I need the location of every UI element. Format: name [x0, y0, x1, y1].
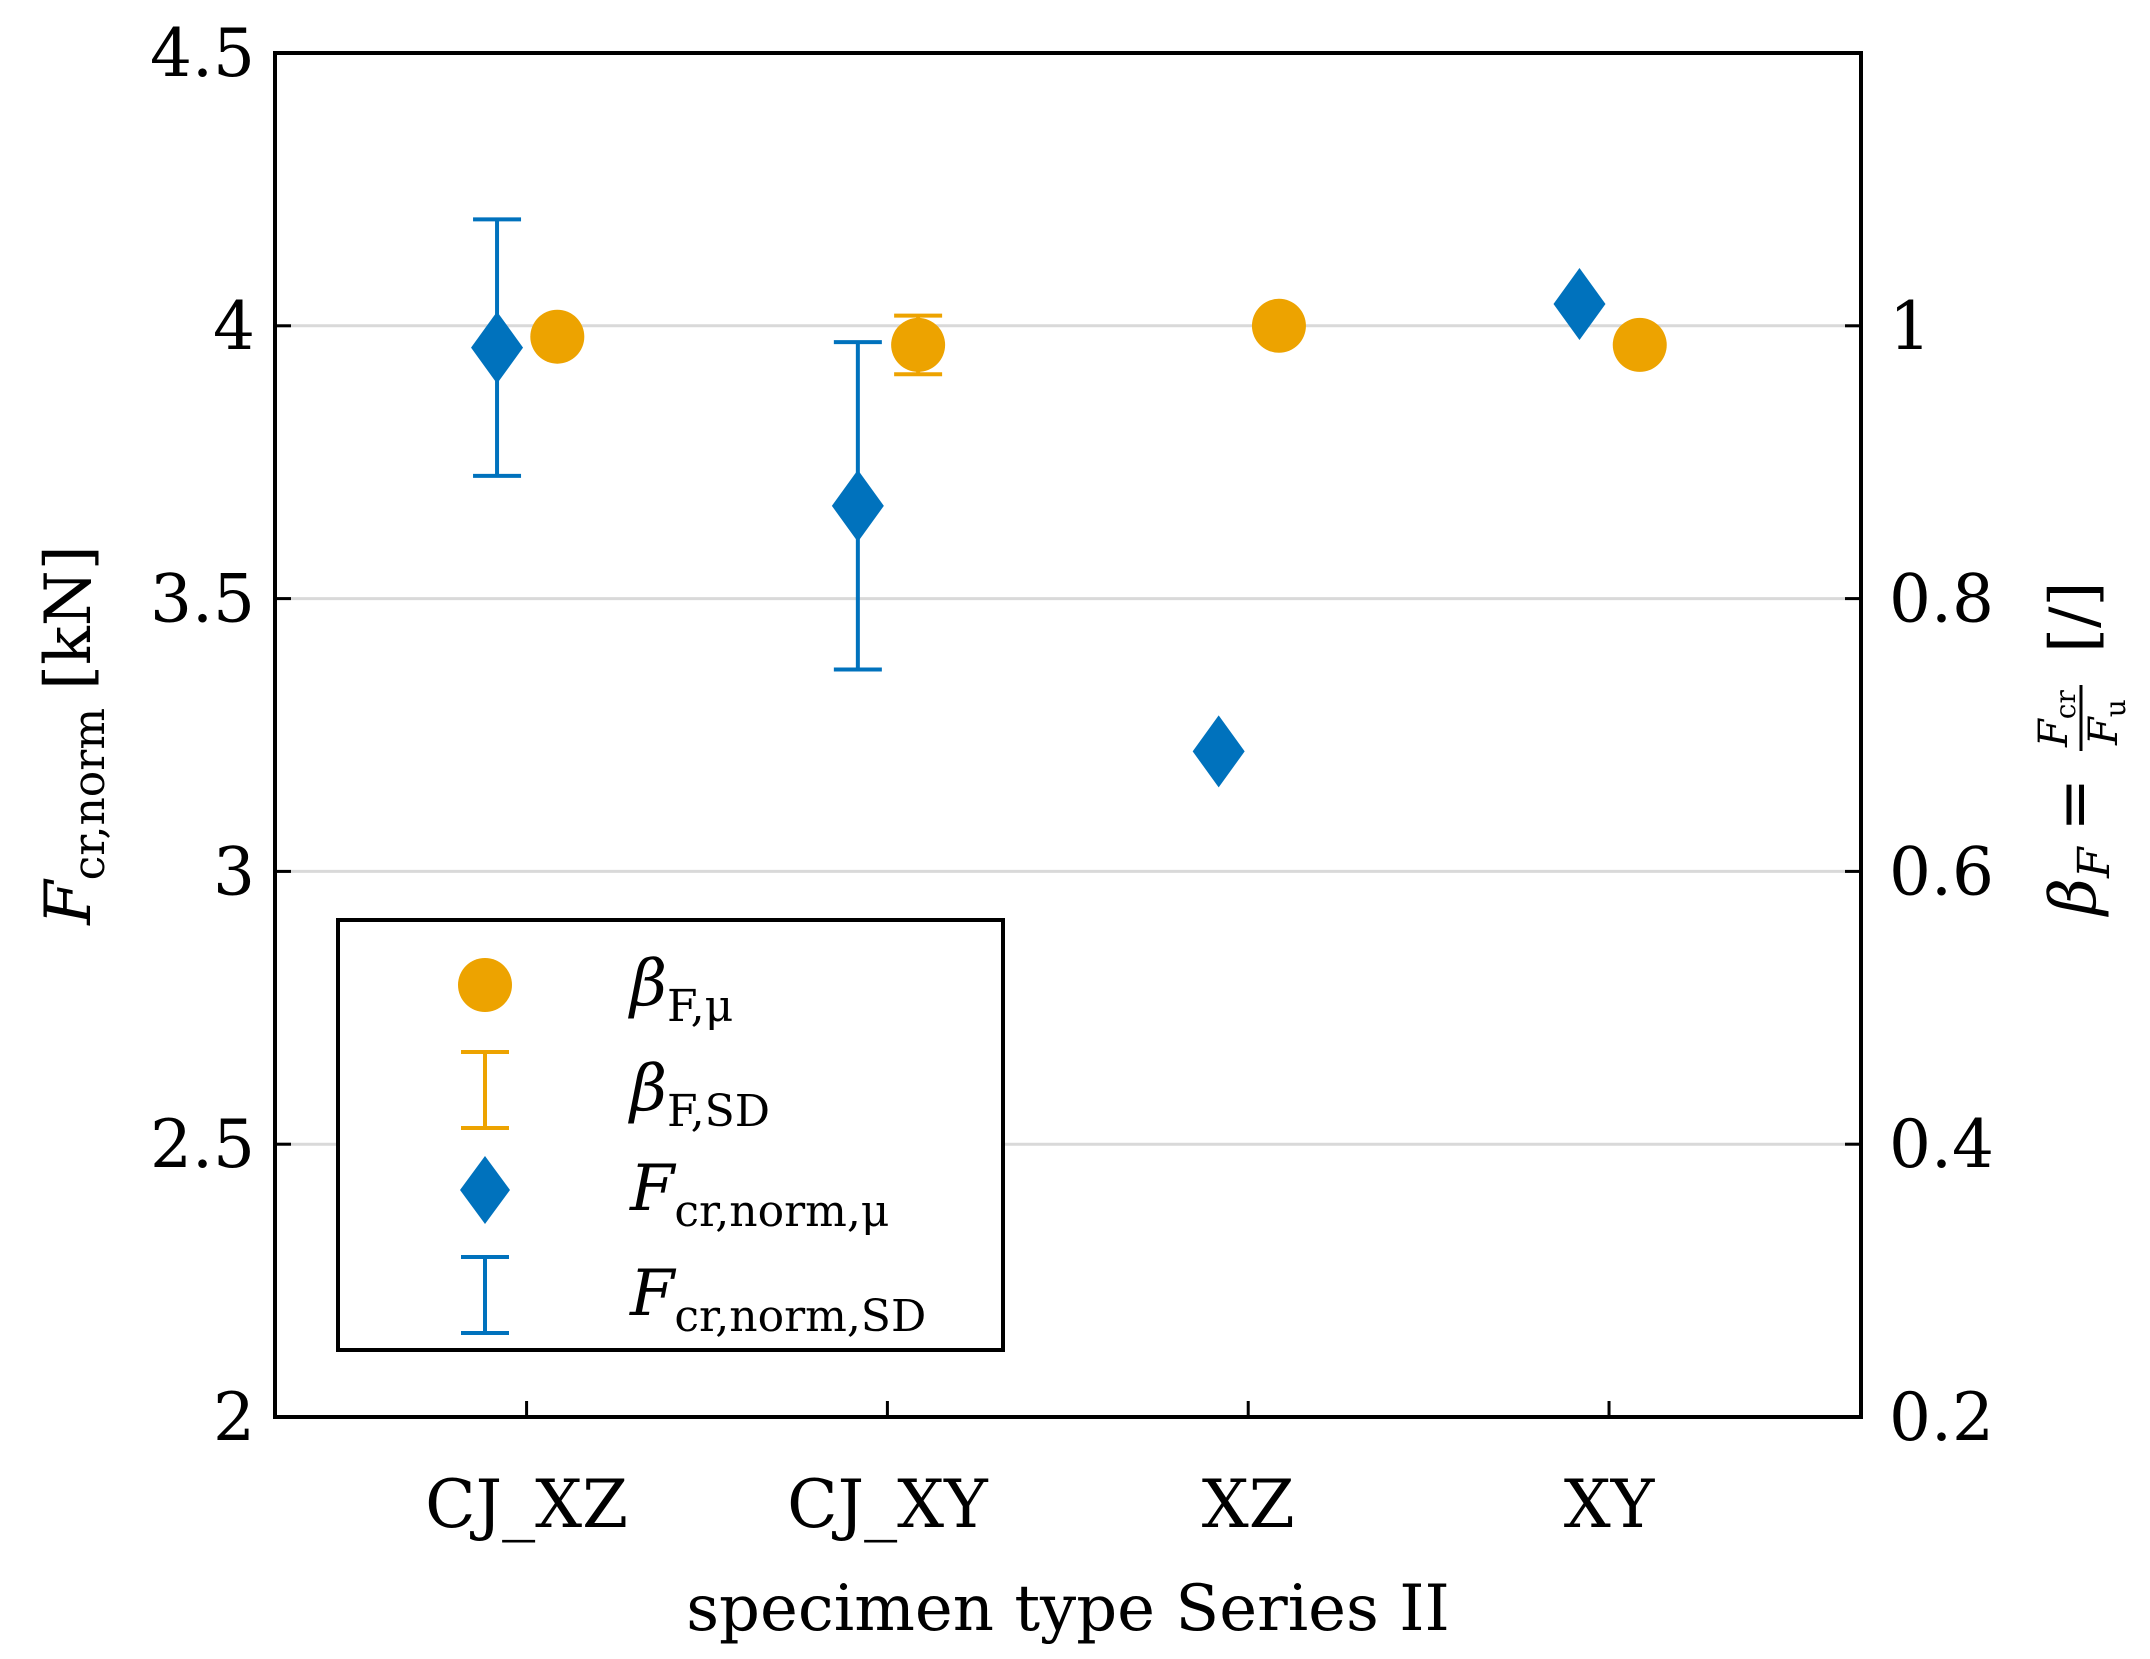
right-y-axis-title-unit: [/]	[2037, 582, 2111, 654]
legend-box	[336, 918, 1005, 1352]
right-y-tick-label: 0.6	[1889, 833, 1994, 910]
legend-entry: βF,μ	[458, 947, 733, 1032]
legend-label: Fcr,norm,μ	[629, 1152, 889, 1237]
right-y-axis-title-sub: F	[2069, 846, 2120, 879]
left-y-axis-title-sub: cr,norm	[64, 708, 115, 880]
left-y-axis-title-main: F	[32, 878, 106, 926]
right-y-tick-label: 1	[1889, 288, 1931, 365]
legend-label-main: F	[629, 1257, 677, 1331]
right-y-axis-title-numerator: Fcr	[2031, 690, 2082, 748]
legend-diamond-symbol	[460, 1156, 510, 1224]
left-y-tick-label: 3.5	[150, 561, 255, 638]
legend-label-main: F	[629, 1152, 677, 1226]
legend-entry: Fcr,norm,μ	[460, 1152, 889, 1237]
diamond-marker	[1553, 267, 1606, 340]
left-y-tick-label: 4	[213, 288, 255, 365]
right-y-axis-title-main: β	[2037, 878, 2111, 917]
circle-marker	[1251, 298, 1306, 353]
diamond-marker	[471, 311, 524, 384]
x-tick-label: XY	[1564, 1466, 1656, 1543]
denominator-sub: u	[2099, 699, 2132, 717]
right-y-tick-label: 0.2	[1889, 1379, 1994, 1456]
legend-circle-symbol	[458, 958, 512, 1012]
legend-entry: βF,SD	[461, 1050, 770, 1137]
legend-label: Fcr,norm,SD	[629, 1257, 926, 1342]
circle-marker	[1612, 317, 1667, 372]
legend-label-main: β	[628, 1052, 667, 1126]
circle-marker	[530, 309, 585, 364]
x-tick-label: CJ_XZ	[425, 1466, 628, 1543]
series-F-cr-norm	[471, 217, 1606, 788]
right-y-tick-label: 0.8	[1889, 561, 1994, 638]
circle-marker	[891, 317, 946, 372]
right-y-tick-label: 0.4	[1889, 1106, 1994, 1183]
legend-label: βF,μ	[628, 947, 733, 1032]
x-tick-label: CJ_XY	[787, 1466, 989, 1543]
legend-label-sub: F,μ	[667, 981, 733, 1032]
numerator-main: F	[2031, 718, 2077, 748]
right-y-axis-title-denominator: Fu	[2081, 699, 2132, 746]
left-y-tick-label: 4.5	[150, 15, 255, 92]
legend-label-sub: cr,norm,SD	[674, 1291, 926, 1342]
legend-entry: Fcr,norm,SD	[461, 1255, 926, 1342]
left-y-axis-title: Fcr,norm [kN]	[32, 545, 115, 926]
plot-area-frame	[273, 51, 1863, 1419]
right-y-axis-title-equals: =	[2037, 778, 2111, 832]
axes: 2 2.5 3 3.5 4 4.5 0.2 0.4 0.6 0.8 1 CJ_XZ CJ_XY XZ XY s…	[32, 15, 2132, 1646]
legend-label-main: β	[628, 947, 667, 1021]
legend-label-sub: cr,norm,μ	[674, 1186, 889, 1237]
left-y-tick-label: 2.5	[150, 1106, 255, 1183]
diamond-marker	[1192, 715, 1245, 788]
data-series	[471, 217, 1667, 788]
series-beta-F	[530, 298, 1667, 377]
right-y-axis-title-lhs: βF =	[2037, 778, 2120, 917]
x-tick-label: XZ	[1202, 1466, 1295, 1543]
numerator-sub: cr	[2049, 690, 2082, 720]
left-y-tick-label: 2	[213, 1379, 255, 1456]
left-y-axis-title-unit: [kN]	[32, 545, 106, 690]
left-y-tick-label: 3	[213, 833, 255, 910]
x-axis-title: specimen type Series II	[686, 1572, 1450, 1646]
legend-label: βF,SD	[628, 1052, 770, 1137]
denominator-main: F	[2081, 716, 2127, 746]
legend-label-sub: F,SD	[667, 1086, 770, 1137]
diamond-marker	[831, 469, 884, 542]
